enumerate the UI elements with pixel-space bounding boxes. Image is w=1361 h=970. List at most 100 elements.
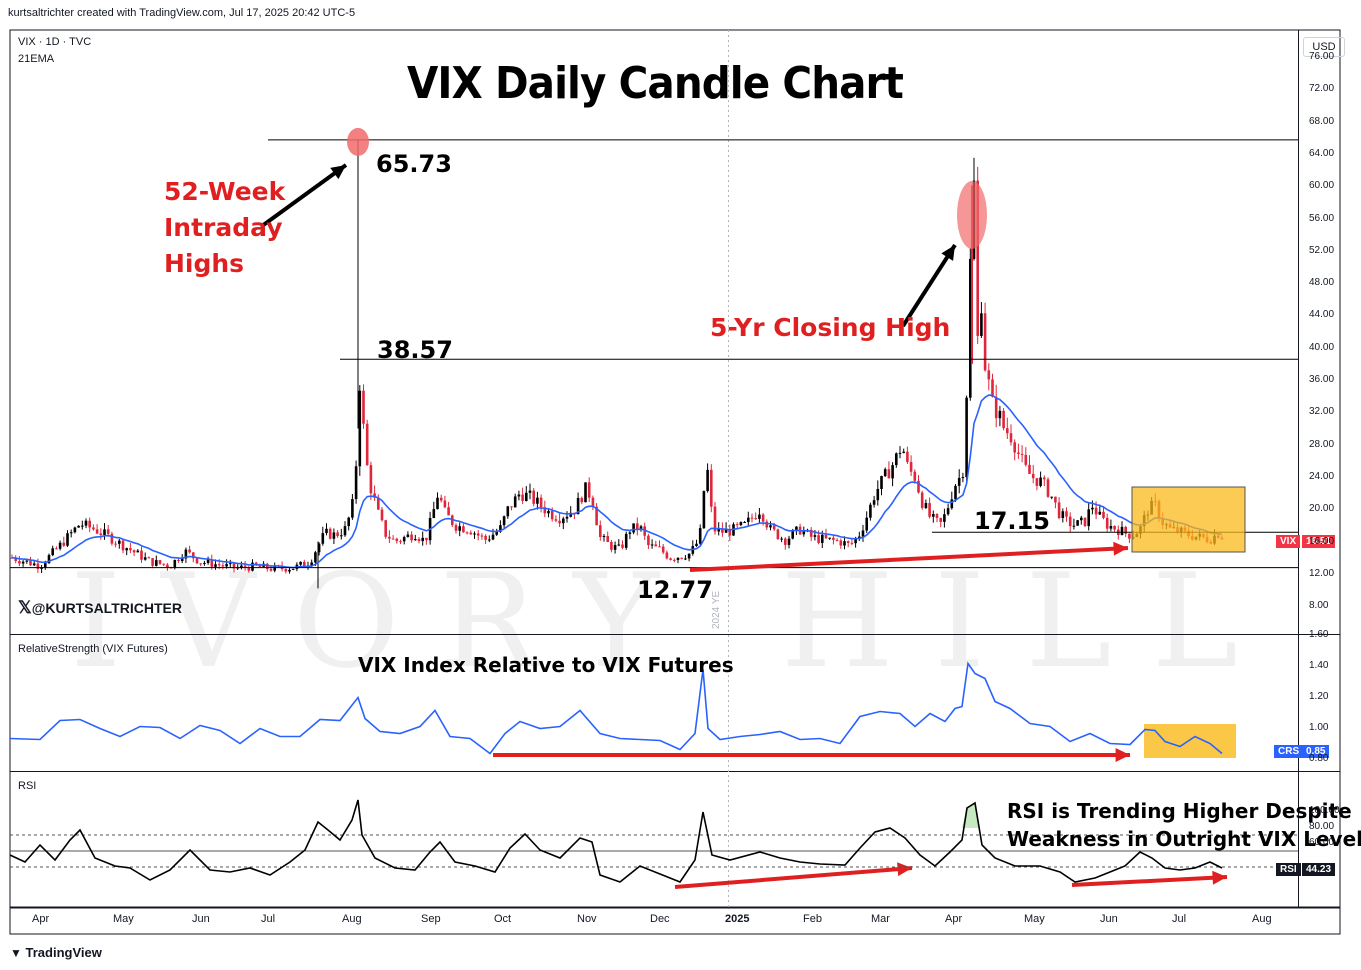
vix-candle-body: [743, 522, 746, 524]
vix-candle-body: [754, 518, 757, 520]
vix-candle-body: [913, 471, 917, 481]
vix-candle-body: [299, 561, 302, 565]
vix-candle-body: [969, 258, 972, 398]
vix-candle-body: [462, 526, 465, 533]
x-tick-mar: Mar: [871, 913, 890, 925]
vix-candle-body: [813, 535, 817, 537]
vix-candle-body: [173, 559, 177, 568]
rsi-annotation-line2: Weakness in Outright VIX Levels: [1007, 827, 1361, 851]
vix-candle-body: [147, 557, 151, 559]
vix-candle-body: [739, 522, 743, 526]
vix-candle-body: [1083, 517, 1087, 527]
vix-candle-body: [1028, 464, 1031, 474]
vix-candle-body: [906, 451, 909, 463]
x-tick-feb: Feb: [803, 913, 822, 925]
symbol-label[interactable]: VIX · 1D · TVC: [18, 36, 92, 48]
vix-candle-body: [858, 536, 861, 539]
arrow-closing-high-shaft: [901, 243, 957, 328]
main-y-tick: 56.00: [1309, 212, 1335, 224]
vix-candle-body: [25, 560, 29, 562]
vix-candle-body: [935, 514, 939, 519]
rsi-value: 44.23: [1302, 863, 1336, 876]
vix-candle-body: [599, 525, 602, 538]
vix-candle-body: [747, 517, 750, 523]
vix-candle-body: [110, 533, 114, 544]
vix-candle-body: [240, 565, 243, 568]
main-y-tick: 12.00: [1309, 567, 1335, 579]
main-y-tick: 36.00: [1309, 374, 1335, 385]
vix-candle-body: [595, 506, 598, 526]
vix-candle-body: [817, 535, 820, 543]
vix-candle-body: [347, 517, 350, 527]
vix-candle-body: [92, 527, 95, 530]
vix-candle-body: [118, 540, 121, 544]
vix-candle-body: [77, 525, 80, 528]
vix-candle-body: [632, 523, 635, 533]
high-marker-aug: [347, 127, 369, 156]
vix-candle-body: [69, 532, 73, 534]
vix-candle-body: [62, 542, 66, 546]
vix-candle-body: [617, 544, 621, 546]
arrow-rsi-trend-2-shaft: [1071, 875, 1228, 887]
vix-candle-body: [821, 534, 824, 543]
vix-candle-body: [1054, 496, 1057, 503]
vix-candle-body: [1002, 410, 1005, 429]
vix-candle-body: [994, 396, 998, 419]
vix-candle-body: [395, 538, 399, 542]
rsi-line: [9, 799, 1223, 883]
vix-candle-body: [580, 497, 584, 503]
vix-candle-body: [1109, 525, 1113, 529]
vix-candle-body: [569, 512, 572, 517]
main-y-tick: 52.00: [1309, 244, 1335, 256]
rs-y-tick: 1.00: [1309, 722, 1329, 733]
vix-candle-body: [587, 482, 591, 498]
x-tick-2025: 2025: [725, 913, 750, 925]
arrow-vix-trend-head: [1113, 541, 1128, 556]
vix-candle-body: [406, 534, 410, 538]
vix-candle-body: [402, 537, 406, 542]
main-y-tick: 64.00: [1309, 147, 1335, 159]
vix-candle-body: [99, 533, 103, 536]
vix-candle-body: [476, 533, 480, 536]
vix-candle-body: [32, 563, 36, 566]
vix-candle-body: [1124, 526, 1127, 534]
vix-price-value: 16.51: [1302, 535, 1336, 548]
vix-candle-body: [377, 497, 380, 510]
rsi-pane-label[interactable]: RSI: [18, 780, 37, 792]
x-tick-aug: Aug: [1252, 913, 1272, 925]
currency-button[interactable]: USD: [1303, 37, 1345, 57]
vix-candle-body: [1065, 511, 1068, 517]
vix-candle-body: [639, 526, 643, 530]
rs-y-tick: 0.80: [1309, 753, 1329, 764]
vix-candle-body: [795, 526, 798, 531]
tradingview-brand[interactable]: ▼ TradingView: [10, 945, 102, 960]
main-y-tick: 76.00: [1309, 51, 1335, 62]
vix-candle-body: [909, 462, 913, 472]
ema-label[interactable]: 21EMA: [18, 53, 55, 65]
vix-candle-body: [895, 453, 898, 466]
vix-candle-body: [761, 514, 765, 522]
vix-candle-body: [195, 558, 199, 564]
vix-candle-body: [1072, 525, 1076, 527]
x-logo-icon: 𝕏: [18, 598, 32, 617]
vix-candle-body: [14, 557, 17, 562]
vix-candle-body: [880, 476, 883, 489]
crs-value: 0.85: [1302, 745, 1330, 758]
rs-pane-label[interactable]: RelativeStrength (VIX Futures): [18, 643, 168, 655]
vix-candle-body: [106, 529, 110, 534]
vix-candle-body: [488, 539, 491, 541]
vix-candle-body: [676, 557, 680, 560]
vix-candle-body: [443, 500, 447, 508]
x-tick-may: May: [113, 913, 134, 925]
vix-candle-body: [303, 561, 306, 567]
vix-candle-body: [247, 567, 251, 571]
vix-candle-body: [251, 562, 254, 571]
vix-candle-body: [976, 180, 979, 336]
vix-candle-body: [550, 510, 554, 520]
vix-candle-body: [695, 543, 698, 547]
vix-candle-body: [73, 527, 77, 533]
vix-candle-body: [1076, 520, 1079, 526]
vix-candle-body: [887, 469, 891, 479]
